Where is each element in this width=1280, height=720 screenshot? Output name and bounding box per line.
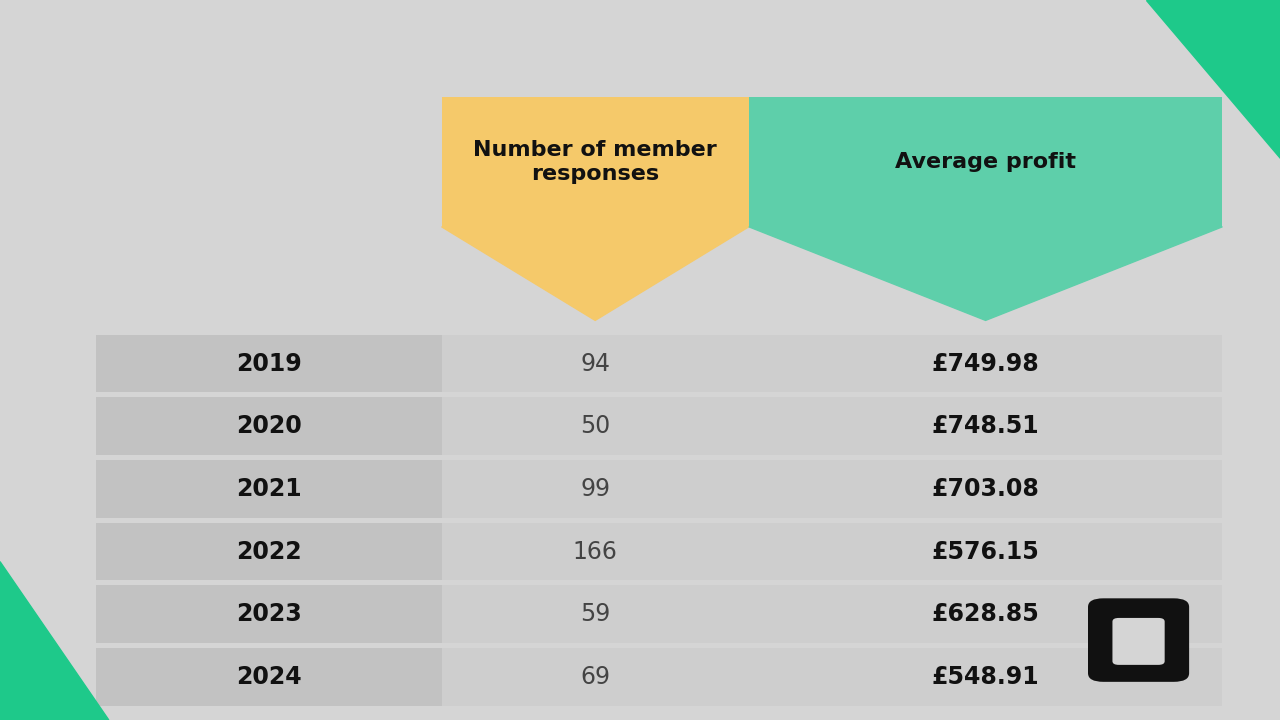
Text: Average profit: Average profit <box>895 152 1076 172</box>
Text: £548.91: £548.91 <box>932 665 1039 689</box>
Text: 50: 50 <box>580 414 611 438</box>
Text: £703.08: £703.08 <box>932 477 1039 501</box>
Text: 166: 166 <box>572 539 618 564</box>
Text: £749.98: £749.98 <box>932 351 1039 376</box>
Text: 99: 99 <box>580 477 611 501</box>
Text: 2024: 2024 <box>236 665 302 689</box>
Text: £628.85: £628.85 <box>932 602 1039 626</box>
Text: 2020: 2020 <box>236 414 302 438</box>
Text: 2021: 2021 <box>236 477 302 501</box>
Text: £748.51: £748.51 <box>932 414 1039 438</box>
Text: Number of member
responses: Number of member responses <box>474 140 717 184</box>
Text: 2019: 2019 <box>236 351 302 376</box>
Text: 59: 59 <box>580 602 611 626</box>
Text: £576.15: £576.15 <box>932 539 1039 564</box>
Text: 2023: 2023 <box>236 602 302 626</box>
Text: 69: 69 <box>580 665 611 689</box>
Text: 2022: 2022 <box>236 539 302 564</box>
Text: 94: 94 <box>580 351 611 376</box>
